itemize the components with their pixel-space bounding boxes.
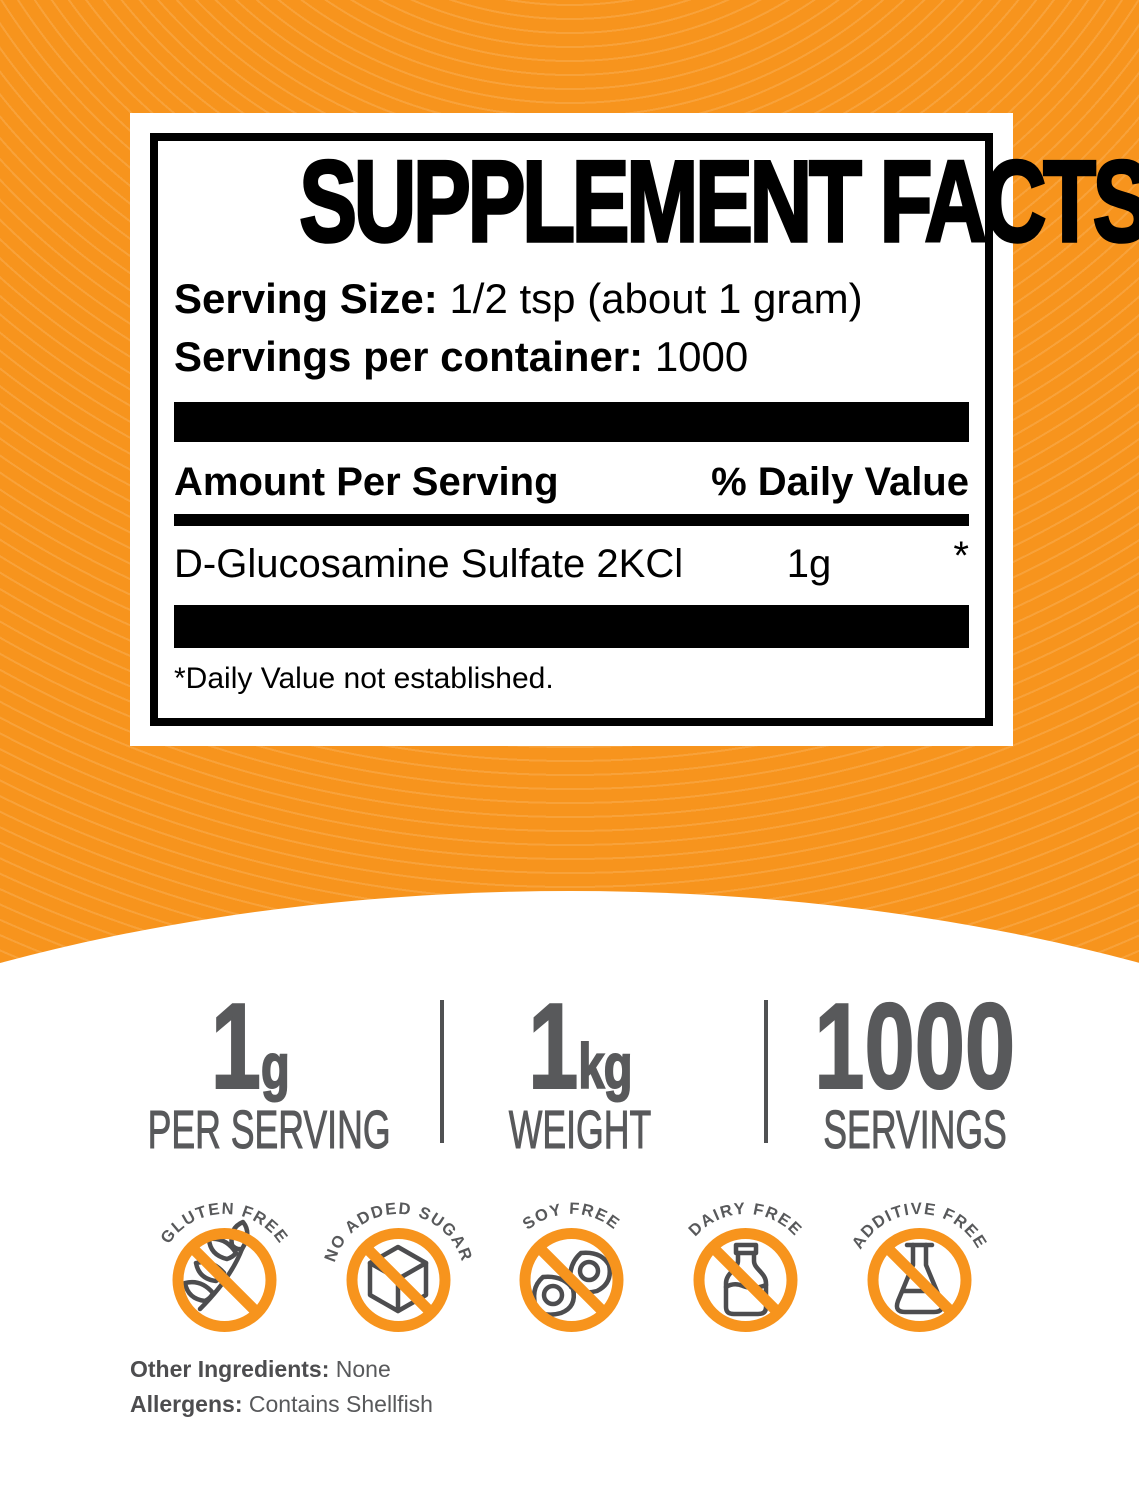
divider-bar-thick-bottom bbox=[174, 605, 969, 648]
badge-soy-free: SOY FREE bbox=[485, 1185, 659, 1337]
stat-per-serving: 1g PER SERVING bbox=[85, 984, 415, 1160]
ingredient-name: D-Glucosamine Sulfate 2KCl bbox=[174, 542, 684, 586]
serving-size-line: Serving Size: 1/2 tsp (about 1 gram) bbox=[174, 278, 969, 320]
stat-weight-label: WEIGHT bbox=[415, 1099, 745, 1160]
other-ingredients-label: Other Ingredients: bbox=[130, 1356, 330, 1382]
sugar-cube-icon: NO ADDED SUGAR bbox=[321, 1200, 474, 1332]
stat-servings: 1000 SERVINGS bbox=[745, 984, 1085, 1160]
facts-title: SUPPLEMENT FACTS bbox=[158, 143, 1139, 262]
stat-servings-value: 1000 bbox=[745, 984, 1085, 1108]
allergens-value: Contains Shellfish bbox=[248, 1391, 433, 1417]
dietary-badges-row: GLUTEN FREE NO ADDED SUGAR bbox=[138, 1185, 1006, 1337]
flask-icon: ADDITIVE FREE bbox=[848, 1200, 989, 1332]
stat-divider bbox=[440, 1000, 444, 1143]
amount-per-serving-header: Amount Per Serving bbox=[174, 460, 559, 504]
facts-title-text: SUPPLEMENT FACTS bbox=[298, 138, 1139, 266]
footer-notes: Other Ingredients: None Allergens: Conta… bbox=[130, 1352, 433, 1422]
ingredient-amount: 1g bbox=[786, 542, 832, 586]
stat-per-serving-label: PER SERVING bbox=[85, 1099, 415, 1160]
milk-bottle-icon: DAIRY FREE bbox=[685, 1200, 804, 1332]
facts-header-row: Amount Per Serving % Daily Value bbox=[174, 462, 969, 502]
allergens-label: Allergens: bbox=[130, 1391, 243, 1417]
daily-value-footnote: *Daily Value not established. bbox=[174, 662, 554, 695]
wheat-icon: GLUTEN FREE bbox=[158, 1200, 291, 1332]
stat-per-serving-value: 1g bbox=[85, 984, 415, 1108]
stat-unit: g bbox=[260, 1032, 290, 1102]
stat-servings-label: SERVINGS bbox=[745, 1099, 1085, 1160]
serving-size-value: 1/2 tsp (about 1 gram) bbox=[449, 275, 863, 322]
supplement-facts-panel: SUPPLEMENT FACTS Serving Size: 1/2 tsp (… bbox=[130, 113, 1139, 746]
stat-value: 1000 bbox=[814, 978, 1016, 1114]
curved-white-section bbox=[0, 891, 1139, 1500]
badge-gluten-free: GLUTEN FREE bbox=[138, 1185, 312, 1337]
servings-label: Servings per container: bbox=[174, 333, 644, 380]
stat-label-text: WEIGHT bbox=[508, 1099, 652, 1160]
badge-dairy-free: DAIRY FREE bbox=[659, 1185, 833, 1337]
stat-unit: kg bbox=[578, 1032, 634, 1102]
soy-pods-icon: SOY FREE bbox=[520, 1200, 624, 1332]
stat-divider bbox=[764, 1000, 768, 1143]
badge-no-added-sugar: NO ADDED SUGAR bbox=[312, 1185, 486, 1337]
servings-value: 1000 bbox=[654, 333, 749, 380]
ingredient-daily-value: * bbox=[953, 534, 969, 578]
allergens-line: Allergens: Contains Shellfish bbox=[130, 1387, 433, 1422]
stat-label-text: PER SERVING bbox=[147, 1099, 391, 1160]
stat-value: 1 bbox=[210, 978, 262, 1114]
divider-bar-thick-top bbox=[174, 402, 969, 442]
badge-additive-free: ADDITIVE FREE bbox=[832, 1185, 1006, 1337]
divider-bar-thin bbox=[174, 514, 969, 526]
servings-per-container-line: Servings per container: 1000 bbox=[174, 336, 969, 378]
other-ingredients-value: None bbox=[335, 1356, 391, 1382]
daily-value-header: % Daily Value bbox=[711, 460, 969, 504]
stat-weight: 1kg WEIGHT bbox=[415, 984, 745, 1160]
stat-weight-value: 1kg bbox=[415, 984, 745, 1108]
stat-label-text: SERVINGS bbox=[823, 1099, 1007, 1160]
ingredient-row: D-Glucosamine Sulfate 2KCl 1g * bbox=[174, 536, 969, 590]
stat-value: 1 bbox=[527, 978, 579, 1114]
facts-border-box: SUPPLEMENT FACTS Serving Size: 1/2 tsp (… bbox=[150, 133, 1139, 726]
serving-size-label: Serving Size: bbox=[174, 275, 438, 322]
other-ingredients-line: Other Ingredients: None bbox=[130, 1352, 433, 1387]
